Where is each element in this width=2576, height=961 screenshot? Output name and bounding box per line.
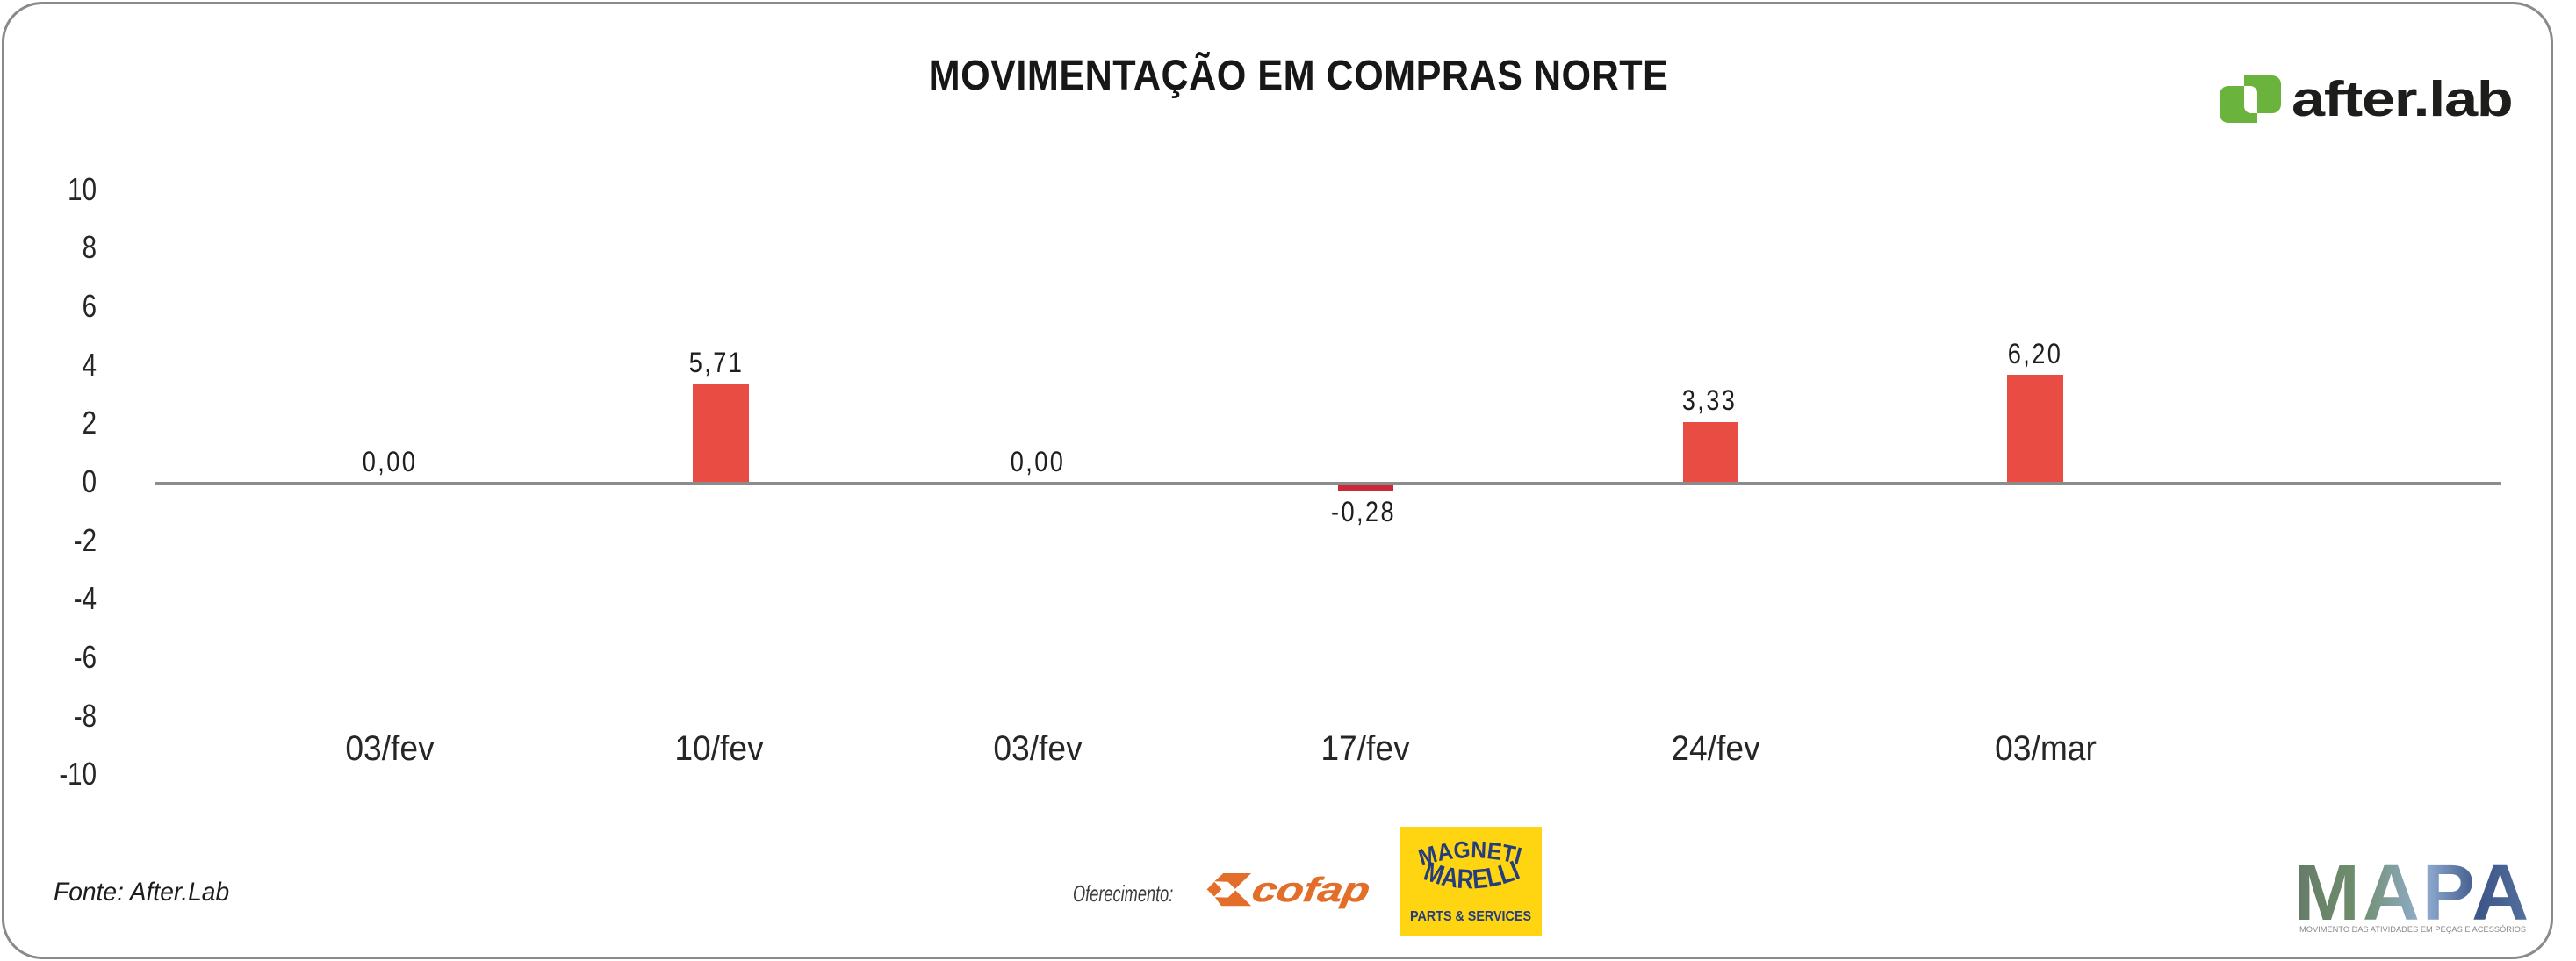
svg-text:MOVIMENTO DAS ATIVIDADES EM PE: MOVIMENTO DAS ATIVIDADES EM PEÇAS E ACES…: [2299, 925, 2526, 934]
svg-text:cofap: cofap: [1249, 871, 1373, 909]
svg-text:PARTS & SERVICES: PARTS & SERVICES: [1410, 909, 1531, 924]
svg-text:MAPA: MAPA: [2294, 858, 2531, 937]
